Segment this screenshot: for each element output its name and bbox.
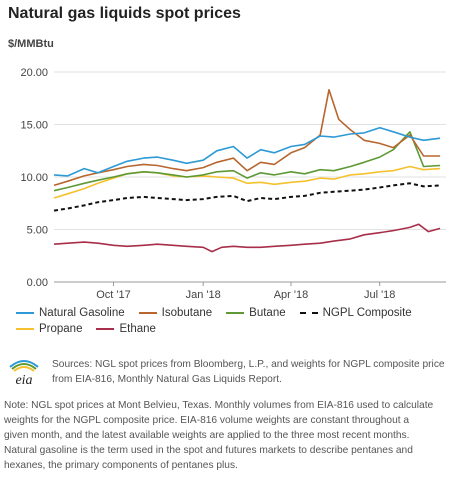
y-tick-label: 0.00 (27, 277, 48, 289)
legend-item: Natural Gasoline (16, 307, 125, 319)
x-tick-label: Jul '18 (364, 289, 395, 300)
legend-label: Propane (39, 323, 83, 335)
legend-item: Propane (16, 323, 82, 335)
legend: Natural Gasoline Isobutane Butane NGPL Comp… (16, 307, 446, 339)
x-axis-ticks: Oct '17 Jan '18 Apr '18 Jul '18 (96, 282, 395, 300)
series-line-ethane (53, 223, 441, 253)
series-line-natural-gasoline (53, 126, 441, 177)
legend-item: Ethane (96, 323, 156, 335)
legend-swatch (299, 311, 318, 314)
legend-label: Ethane (119, 323, 156, 335)
x-tick-label: Apr '18 (274, 289, 309, 300)
y-tick-label: 10.00 (20, 172, 48, 184)
legend-swatch (138, 311, 157, 314)
legend-swatch (16, 311, 34, 314)
chart-title: Natural gas liquids spot prices (8, 5, 241, 22)
y-tick-label: 20.00 (20, 67, 48, 79)
legend-row: Propane Ethane (16, 323, 446, 339)
eia-logo-text: eia (15, 373, 32, 387)
legend-item: Isobutane (138, 307, 213, 319)
legend-item: NGPL Composite (299, 307, 412, 319)
sources-section: eia Sources: NGL spot prices from Bloomb… (2, 353, 461, 389)
legend-label: NGPL Composite (322, 307, 412, 319)
note-text: Note: NGL spot prices at Mont Belvieu, T… (4, 400, 434, 471)
series-lines (53, 89, 441, 253)
y-axis-ticks: 0.00 5.00 10.00 15.00 20.00 (20, 67, 48, 289)
x-tick-label: Jan '18 (186, 289, 221, 300)
sources-text: Sources: NGL spot prices from Bloomberg,… (52, 359, 445, 385)
y-tick-label: 15.00 (20, 120, 48, 132)
legend-label: Isobutane (161, 307, 213, 319)
line-chart: 0.00 5.00 10.00 15.00 20.00 Oct '17 Jan '18 Ap… (20, 67, 446, 300)
legend-swatch (226, 311, 245, 314)
legend-label: Butane (249, 307, 286, 319)
series-line-ngpl-composite (53, 182, 441, 212)
legend-item: Butane (226, 307, 286, 319)
eia-logo: eia (9, 360, 39, 387)
series-line-isobutane (53, 89, 441, 187)
legend-row: Natural Gasoline Isobutane Butane NGPL Comp… (16, 307, 446, 323)
legend-label: Natural Gasoline (39, 307, 125, 319)
legend-swatch (16, 327, 34, 330)
series-line-butane (53, 131, 441, 192)
x-tick-label: Oct '17 (96, 289, 131, 300)
y-axis-unit: $/MMBtu (8, 38, 54, 50)
y-tick-label: 5.00 (27, 225, 48, 237)
legend-swatch (96, 327, 115, 330)
